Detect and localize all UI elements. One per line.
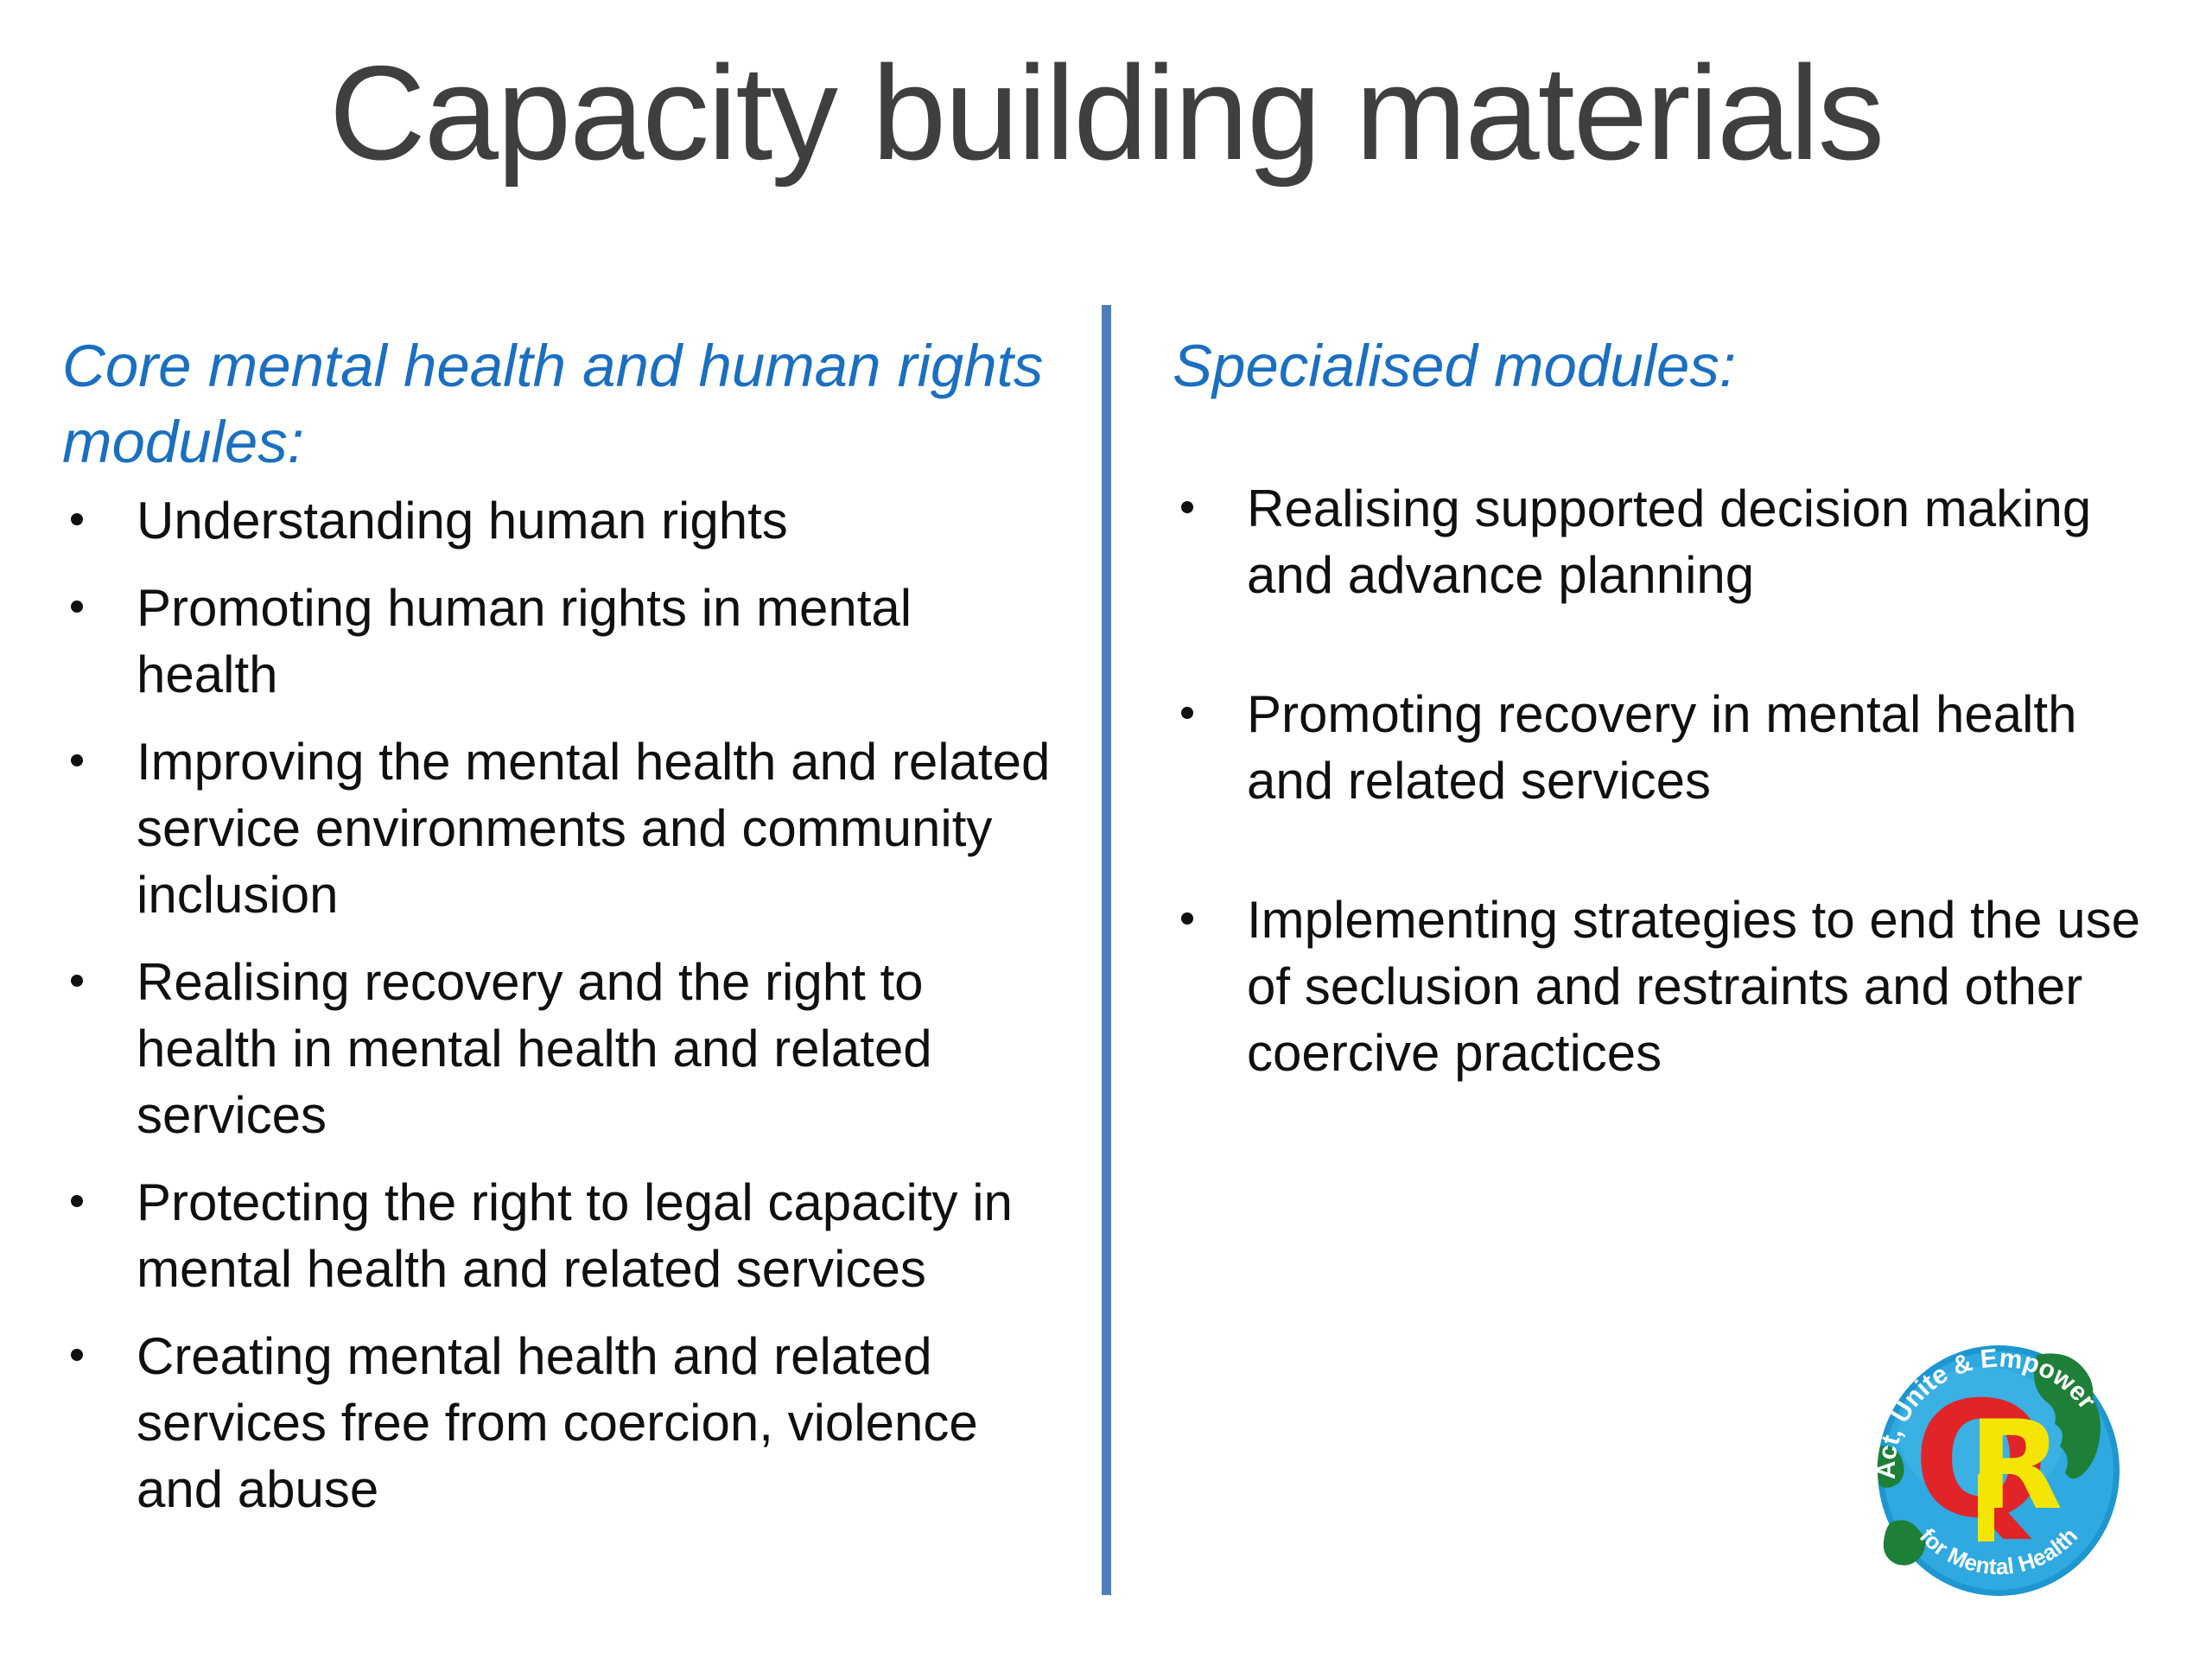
continent-bottom-left: [1883, 1520, 1926, 1566]
qualityrights-logo: Q R Act, Unite & Empower for Mental Heal…: [1877, 1344, 2120, 1597]
bullet-icon: [71, 513, 83, 525]
right-column-heading: Specialised modules:: [1173, 333, 1737, 399]
bullet-icon: [1181, 501, 1193, 513]
globe-icon: Q R Act, Unite & Empower for Mental Heal…: [1877, 1344, 2120, 1596]
column-divider: [1102, 305, 1111, 1595]
bullet-icon: [71, 1349, 83, 1361]
logo-r-stem: [1978, 1474, 1994, 1541]
list-item: Understanding human rights: [62, 487, 1073, 554]
list-item: Realising recovery and the right to heal…: [62, 949, 1073, 1148]
list-item: Promoting human rights in mental health: [62, 575, 1073, 708]
bullet-icon: [1181, 707, 1193, 719]
bullet-icon: [1181, 912, 1193, 925]
continent-right: [2033, 1353, 2101, 1479]
list-item: Improving the mental health and related …: [62, 728, 1073, 928]
slide-title: Capacity building materials: [328, 38, 1885, 188]
left-column-heading: Core mental health and human rights modu…: [62, 333, 1044, 475]
left-column: Core mental health and human rights modu…: [62, 328, 1073, 1543]
list-item: Protecting the right to legal capacity i…: [62, 1169, 1073, 1302]
list-item: Realising supported decision making and …: [1173, 475, 2183, 608]
bullet-icon: [71, 601, 83, 613]
core-modules-list: Understanding human rights Promoting hum…: [62, 487, 1073, 1522]
list-item: Implementing strategies to end the use o…: [1173, 887, 2183, 1086]
bullet-icon: [71, 975, 83, 987]
bullet-icon: [71, 1195, 83, 1207]
continent-left: [1877, 1446, 1904, 1488]
bullet-icon: [71, 754, 83, 766]
list-item: Promoting recovery in mental health and …: [1173, 681, 2183, 814]
list-item: Creating mental health and related servi…: [62, 1323, 1073, 1522]
specialised-modules-list: Realising supported decision making and …: [1173, 475, 2183, 1086]
right-column: Specialised modules: Realising supported…: [1173, 328, 2183, 1159]
